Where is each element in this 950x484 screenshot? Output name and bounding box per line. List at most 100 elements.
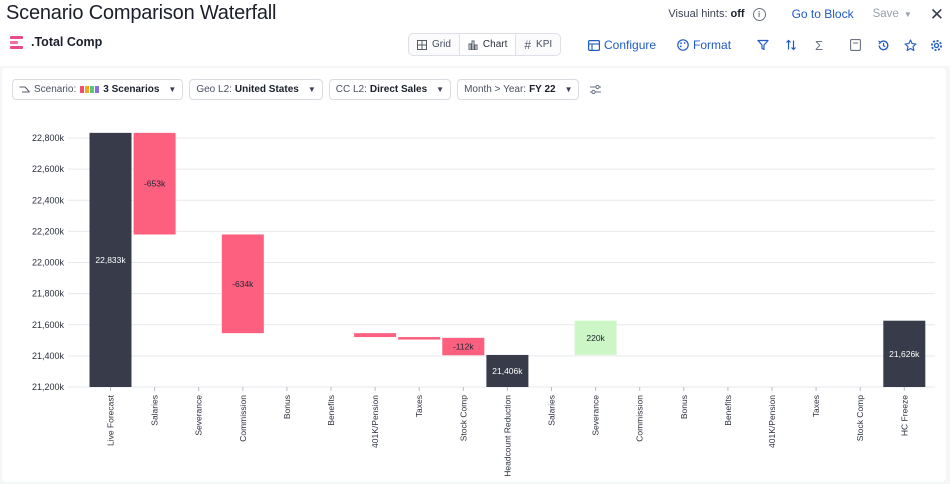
- tab-chart[interactable]: Chart: [458, 34, 517, 55]
- waterfall-bar: [442, 337, 485, 356]
- block-title: .Total Comp: [10, 35, 102, 49]
- bar-data-label: -112k: [453, 342, 474, 352]
- sigma-icon[interactable]: Σ: [815, 37, 824, 53]
- x-category-label: 401K/Pension: [767, 395, 777, 448]
- configure-label: Configure: [604, 38, 657, 52]
- tab-kpi[interactable]: # KPI: [516, 34, 560, 55]
- chevron-down-icon: ▼: [564, 85, 573, 94]
- metric-icon: [10, 35, 23, 49]
- x-category-label: Salaries: [150, 395, 160, 426]
- header-actions: Visual hints: off i Go to Block Save ▼ ✕: [668, 4, 944, 24]
- scenario-filter-value: 3 Scenarios: [103, 84, 160, 95]
- scenario-icon: [19, 86, 30, 93]
- x-category-label: HC Freeze: [899, 395, 909, 436]
- geo-filter[interactable]: Geo L2: United States ▼: [189, 79, 323, 100]
- palette-icon: [677, 39, 689, 51]
- x-category-label: Benefits: [723, 395, 733, 426]
- tab-grid[interactable]: Grid: [409, 34, 459, 55]
- bar-data-label: 220k: [586, 333, 605, 343]
- visual-hints-value: off: [730, 8, 745, 20]
- history-icon[interactable]: [875, 37, 891, 53]
- y-tick-label: 21,400k: [32, 351, 65, 361]
- cc-filter-label: CC L2:: [335, 84, 367, 95]
- x-category-label: Stock Comp: [458, 395, 468, 442]
- toolbar: Configure Format Σ: [588, 34, 944, 56]
- scenario-filter-label: Scenario:: [34, 84, 77, 95]
- format-button[interactable]: Format: [677, 38, 731, 52]
- chevron-down-icon: ▼: [168, 85, 177, 94]
- visual-hints-toggle[interactable]: Visual hints: off i: [668, 7, 766, 21]
- grid-icon: [417, 39, 427, 50]
- tab-grid-label: Grid: [432, 39, 451, 50]
- x-category-label: Stock Comp: [855, 395, 865, 442]
- y-tick-label: 22,200k: [32, 226, 65, 236]
- info-icon[interactable]: i: [752, 7, 766, 21]
- save-label: Save: [872, 8, 899, 20]
- star-icon[interactable]: [902, 37, 918, 53]
- x-category-label: Headcount Reduction: [502, 395, 512, 477]
- geo-filter-value: United States: [234, 84, 299, 95]
- x-category-label: Salaries: [547, 395, 557, 426]
- time-filter-label: Month > Year:: [464, 84, 527, 95]
- hash-icon: #: [524, 37, 532, 52]
- time-filter[interactable]: Month > Year: FY 22 ▼: [457, 79, 580, 100]
- bar-data-label: 22,833k: [95, 255, 126, 265]
- close-icon[interactable]: ✕: [929, 4, 944, 24]
- waterfall-bar: [221, 234, 264, 334]
- y-tick-label: 22,400k: [32, 195, 65, 205]
- y-tick-label: 22,600k: [32, 164, 65, 174]
- bar-data-label: 21,406k: [492, 366, 523, 376]
- page-title: Scenario Comparison Waterfall: [6, 2, 277, 24]
- x-category-label: Live Forecast: [106, 394, 116, 446]
- format-label: Format: [693, 38, 732, 52]
- filter-bar: Scenario: 3 Scenarios ▼ Geo L2: United S…: [12, 79, 602, 100]
- filter-icon[interactable]: [755, 37, 771, 53]
- waterfall-bar: [89, 132, 132, 387]
- filter-settings-icon[interactable]: [589, 79, 602, 100]
- scenario-filter[interactable]: Scenario: 3 Scenarios ▼: [12, 79, 184, 100]
- configure-button[interactable]: Configure: [588, 38, 656, 52]
- save-button[interactable]: Save ▼: [873, 8, 912, 20]
- waterfall-bar: [133, 132, 176, 235]
- block-title-text[interactable]: .Total Comp: [31, 35, 103, 49]
- bar-data-label: 21,626k: [889, 349, 920, 359]
- waterfall-bar: [354, 333, 397, 338]
- x-category-label: 401K/Pension: [370, 395, 380, 448]
- table-icon: [588, 39, 600, 51]
- x-category-label: Bonus: [282, 395, 292, 419]
- x-category-label: Commission: [635, 395, 645, 442]
- chevron-down-icon: ▼: [307, 85, 316, 94]
- x-category-label: Benefits: [326, 395, 336, 426]
- x-category-label: Taxes: [811, 395, 821, 417]
- cc-filter-value: Direct Sales: [369, 84, 428, 95]
- y-tick-label: 22,800k: [32, 133, 65, 143]
- notes-icon[interactable]: [847, 37, 863, 53]
- chevron-down-icon: ▼: [436, 85, 445, 94]
- tab-chart-label: Chart: [482, 39, 508, 50]
- waterfall-bar: [574, 320, 617, 355]
- x-category-label: Bonus: [679, 395, 689, 419]
- y-tick-label: 22,000k: [32, 258, 65, 268]
- sort-icon[interactable]: [783, 37, 799, 53]
- header-bar: Scenario Comparison Waterfall Visual hin…: [0, 0, 950, 66]
- y-tick-label: 21,600k: [32, 320, 65, 330]
- time-filter-value: FY 22: [529, 84, 556, 95]
- bar-data-label: -634k: [232, 279, 254, 289]
- x-category-label: Severance: [194, 395, 204, 436]
- bar-data-label: -653k: [144, 179, 166, 189]
- x-category-label: Severance: [591, 395, 601, 436]
- waterfall-bar: [398, 337, 441, 340]
- waterfall-bar: [486, 354, 529, 387]
- y-tick-label: 21,800k: [32, 289, 65, 299]
- gear-icon[interactable]: [928, 37, 944, 53]
- cc-filter[interactable]: CC L2: Direct Sales ▼: [328, 79, 452, 100]
- y-tick-label: 21,200k: [32, 382, 65, 392]
- waterfall-bar: [883, 320, 926, 387]
- geo-filter-label: Geo L2:: [196, 84, 232, 95]
- tab-kpi-label: KPI: [536, 39, 553, 50]
- bar-chart-icon: [468, 40, 478, 50]
- go-to-block-button[interactable]: Go to Block: [791, 7, 854, 21]
- x-category-label: Commission: [238, 395, 248, 442]
- view-toggle: Grid Chart # KPI: [408, 33, 562, 56]
